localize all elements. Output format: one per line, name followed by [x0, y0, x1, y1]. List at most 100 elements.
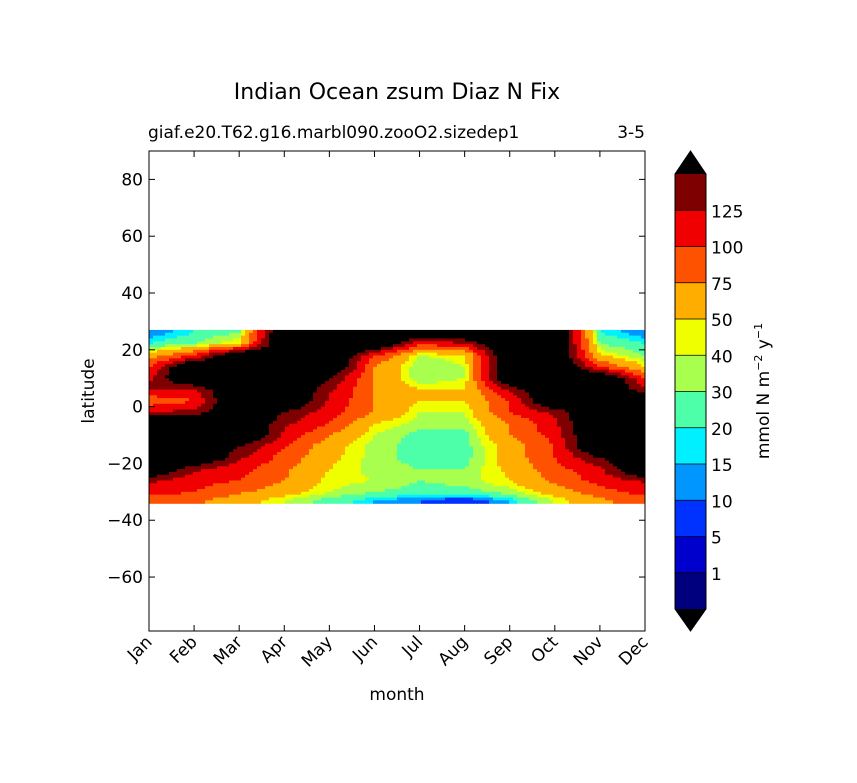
field-cell — [413, 423, 418, 428]
field-cell — [209, 392, 214, 396]
field-cell — [441, 338, 446, 342]
field-cell — [461, 395, 466, 399]
field-cell — [421, 400, 426, 405]
field-cell — [325, 341, 330, 345]
field-cell — [393, 358, 398, 362]
field-cell — [177, 435, 182, 439]
field-cell — [593, 372, 598, 376]
field-cell — [501, 358, 506, 362]
field-cell — [357, 420, 362, 425]
field-cell — [333, 346, 338, 351]
field-cell — [389, 383, 394, 388]
field-cell — [253, 403, 258, 408]
field-cell — [449, 332, 454, 337]
field-cell — [425, 395, 430, 399]
field-cell — [529, 332, 534, 337]
field-cell — [417, 349, 422, 354]
field-cell — [517, 341, 522, 345]
field-cell — [297, 369, 302, 374]
field-cell — [197, 406, 202, 411]
field-cell — [525, 378, 530, 382]
field-cell — [369, 420, 374, 425]
field-cell — [517, 406, 522, 411]
field-cell — [465, 417, 470, 422]
field-cell — [453, 395, 458, 399]
field-cell — [609, 332, 614, 337]
field-cell — [517, 426, 522, 430]
field-cell — [609, 409, 614, 413]
field-cell — [225, 395, 230, 399]
field-cell — [481, 341, 486, 345]
field-cell — [537, 435, 542, 439]
field-cell — [385, 389, 390, 394]
field-cell — [269, 437, 274, 442]
field-cell — [449, 420, 454, 425]
field-cell — [389, 372, 394, 376]
field-cell — [509, 383, 514, 388]
field-cell — [573, 372, 578, 376]
field-cell — [477, 375, 482, 379]
field-cell — [185, 364, 190, 368]
field-cell — [345, 437, 350, 442]
field-cell — [273, 386, 278, 391]
field-cell — [549, 332, 554, 337]
field-cell — [253, 440, 258, 445]
field-cell — [617, 375, 622, 379]
field-cell — [541, 409, 546, 413]
field-cell — [565, 383, 570, 388]
field-cell — [377, 332, 382, 337]
field-cell — [417, 389, 422, 394]
field-cell — [509, 341, 514, 345]
field-cell — [501, 432, 506, 436]
field-cell — [573, 329, 578, 334]
field-cell — [369, 375, 374, 379]
field-cell — [497, 352, 502, 357]
field-cell — [517, 346, 522, 351]
field-cell — [577, 406, 582, 411]
field-cell — [229, 406, 234, 411]
field-cell — [233, 335, 238, 340]
field-cell — [585, 383, 590, 388]
field-cell — [417, 383, 422, 388]
field-cell — [193, 395, 198, 399]
field-cell — [425, 409, 430, 413]
field-cell — [617, 386, 622, 391]
field-cell — [277, 435, 282, 439]
field-cell — [533, 392, 538, 396]
field-cell — [233, 409, 238, 413]
field-cell — [481, 358, 486, 362]
field-cell — [473, 375, 478, 379]
field-cell — [209, 403, 214, 408]
field-cell — [249, 426, 254, 430]
field-cell — [537, 423, 542, 428]
field-cell — [385, 426, 390, 430]
field-cell — [245, 417, 250, 422]
field-cell — [289, 426, 294, 430]
field-cell — [561, 375, 566, 379]
field-cell — [517, 432, 522, 436]
field-cell — [357, 364, 362, 368]
field-cell — [573, 417, 578, 422]
field-cell — [325, 429, 330, 433]
field-cell — [589, 372, 594, 376]
field-cell — [265, 392, 270, 396]
field-cell — [265, 406, 270, 411]
field-cell — [445, 335, 450, 340]
field-cell — [597, 355, 602, 359]
field-cell — [469, 432, 474, 436]
field-cell — [405, 412, 410, 416]
field-cell — [641, 375, 645, 379]
field-cell — [213, 443, 218, 447]
field-cell — [557, 412, 562, 416]
field-cell — [249, 398, 254, 402]
field-cell — [525, 389, 530, 394]
field-cell — [529, 375, 534, 379]
field-cell — [549, 432, 554, 436]
field-cell — [441, 437, 446, 442]
field-cell — [541, 398, 546, 402]
field-cell — [501, 395, 506, 399]
field-cell — [337, 372, 342, 376]
field-cell — [313, 361, 318, 365]
field-cell — [413, 341, 418, 345]
field-cell — [393, 364, 398, 368]
